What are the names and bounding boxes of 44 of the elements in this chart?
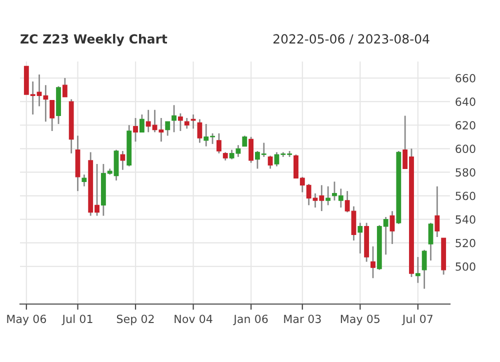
y-tick-label: 560 (456, 192, 476, 200)
candlestick (216, 132, 222, 154)
candlestick (178, 112, 183, 132)
y-tick-label: 640 (456, 98, 476, 106)
candlestick (190, 114, 196, 130)
candlestick (229, 149, 234, 160)
candlestick (120, 150, 126, 171)
x-tick-label: Jul 01 (62, 314, 92, 326)
candlestick (172, 104, 176, 133)
x-tick-label: Jul 07 (402, 314, 432, 326)
candlestick (242, 135, 248, 148)
candlestick (415, 256, 420, 284)
candlestick (62, 77, 68, 98)
y-tick-label: 520 (456, 238, 476, 248)
candlestick (326, 186, 331, 206)
y-tick-label: 660 (456, 74, 476, 82)
candlestick (358, 222, 363, 254)
candlestick (165, 120, 170, 136)
y-tick-label: 620 (456, 121, 476, 130)
y-tick-label: 540 (456, 215, 476, 224)
y-tick-label: 500 (456, 262, 476, 271)
x-tick-label: Mar 03 (284, 314, 321, 324)
candlestick (268, 155, 273, 170)
candlestick (82, 174, 87, 188)
chart-subtitle: 2022-05-06 / 2023-08-04 (273, 34, 430, 45)
x-tick-label: Nov 04 (174, 314, 212, 324)
x-tick-label: May 05 (340, 314, 380, 326)
candlestick (248, 136, 254, 164)
candlestick (428, 222, 434, 262)
x-tick-label: Sep 02 (116, 314, 154, 326)
x-tick-label: May 06 (7, 314, 46, 326)
candlestick (133, 117, 138, 142)
candlestick (184, 117, 190, 130)
y-tick-label: 600 (456, 144, 476, 154)
y-tick-label: 580 (456, 168, 476, 177)
x-tick-label: Jan 06 (233, 314, 268, 326)
candlestick (434, 186, 440, 238)
candlestick (197, 118, 202, 144)
candlestick (390, 210, 395, 245)
candlestick (370, 246, 376, 279)
candlestick (422, 249, 427, 290)
chart-title: ZC Z23 Weekly Chart (20, 34, 168, 46)
candlestick (50, 100, 55, 132)
candlestick (139, 114, 144, 133)
